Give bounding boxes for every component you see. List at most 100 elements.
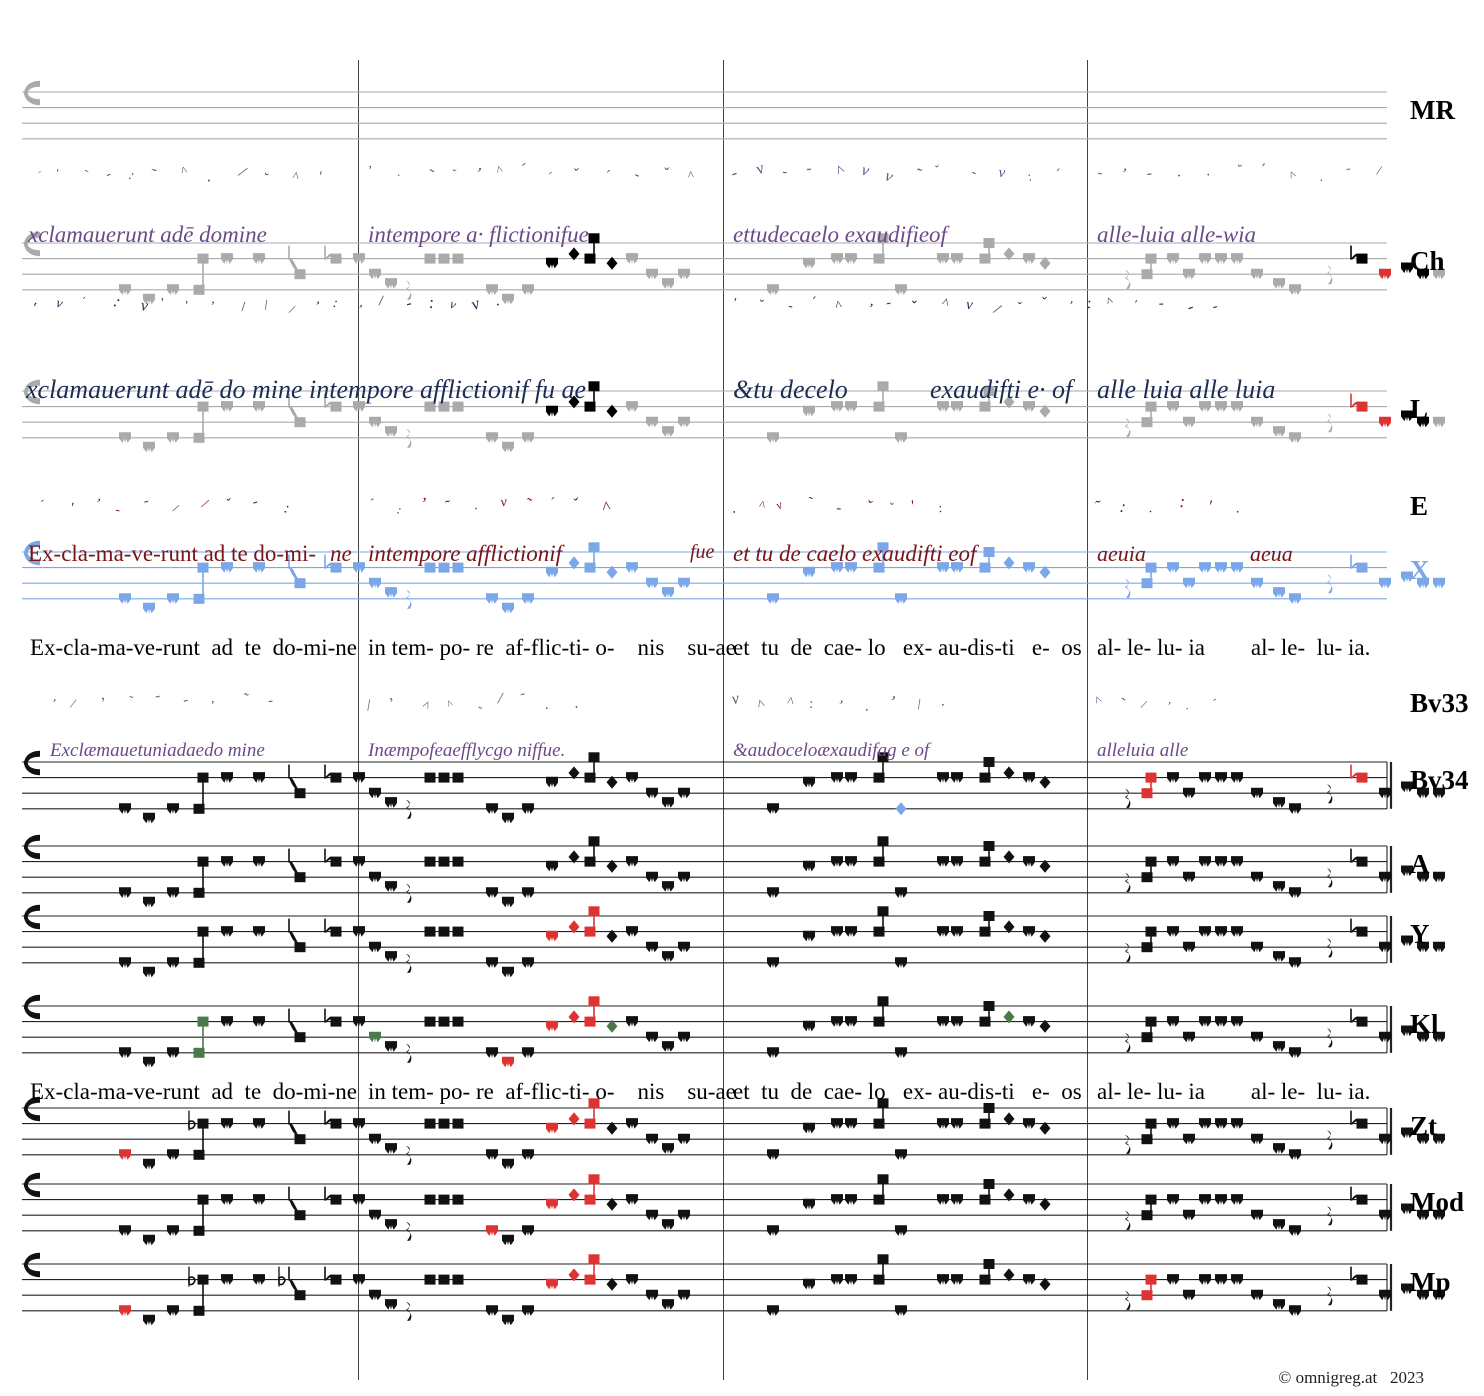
svg-text:’: ’ [210, 298, 215, 313]
svg-text:v: v [753, 159, 767, 178]
svg-text:.: . [1148, 501, 1155, 516]
svg-text:.: . [865, 698, 870, 714]
svg-text::: : [396, 502, 403, 517]
svg-text:-: - [1146, 165, 1153, 183]
svg-text:˜: ˜ [1345, 165, 1354, 181]
svg-text:´: ´ [1054, 167, 1062, 184]
svg-text:v: v [54, 296, 65, 312]
svg-text::: : [332, 296, 339, 312]
svg-text:-: - [632, 167, 642, 184]
svg-text:’: ’ [99, 695, 109, 712]
svg-text:-: - [788, 298, 794, 313]
svg-text::: : [1024, 169, 1034, 184]
svg-text:^: ^ [687, 168, 694, 183]
svg-text:´: ´ [1259, 160, 1269, 180]
svg-text:˜: ˜ [142, 498, 153, 514]
svg-text:˜: ˜ [806, 495, 814, 511]
svg-text:˜: ˜ [885, 300, 896, 316]
svg-text:ˇ: ˇ [451, 166, 457, 181]
svg-text:ˇ: ˇ [225, 496, 235, 513]
svg-text:˜: ˜ [150, 167, 157, 184]
svg-text:’: ’ [865, 301, 874, 318]
svg-text:/: / [239, 298, 247, 314]
svg-text:.: . [575, 695, 580, 712]
svg-text:˜: ˜ [1116, 696, 1127, 712]
svg-text:^: ^ [1092, 692, 1104, 709]
svg-text:v: v [883, 168, 896, 187]
svg-text:/: / [199, 496, 210, 512]
svg-text:.: . [472, 497, 479, 512]
svg-text:´: ´ [604, 168, 611, 185]
svg-text:-: - [836, 500, 842, 516]
svg-text:-: - [1185, 297, 1196, 317]
svg-text:´: ´ [39, 497, 45, 512]
svg-text:’: ’ [367, 162, 373, 177]
svg-text:’: ’ [834, 697, 844, 714]
svg-text:ˇ: ˇ [862, 496, 875, 516]
svg-text:´: ´ [368, 497, 375, 512]
svg-text:.: . [395, 165, 401, 179]
svg-text:-: - [728, 163, 740, 183]
svg-text:’: ’ [159, 295, 166, 310]
svg-text:˜: ˜ [240, 690, 250, 708]
svg-text:´: ´ [549, 495, 558, 512]
svg-text:′: ′ [184, 297, 191, 312]
svg-text::: : [1086, 295, 1093, 312]
svg-text:/: / [991, 301, 1004, 318]
svg-text:/: / [1375, 162, 1383, 178]
svg-text:ˇ: ˇ [933, 162, 942, 178]
svg-text:’: ’ [387, 696, 397, 713]
svg-text:´: ´ [81, 294, 88, 309]
svg-text:^: ^ [834, 299, 843, 315]
svg-text::: : [111, 292, 124, 312]
svg-text:ˇ: ˇ [757, 298, 765, 314]
svg-text:/: / [363, 697, 375, 714]
svg-text:-: - [104, 167, 114, 183]
svg-text:-: - [476, 699, 486, 715]
svg-text:-: - [181, 692, 190, 709]
svg-text:ˇ: ˇ [258, 170, 270, 187]
svg-text:˜: ˜ [154, 694, 164, 710]
svg-text:^: ^ [179, 163, 189, 179]
svg-text:’: ’ [310, 299, 321, 315]
svg-text:’: ’ [471, 163, 484, 183]
svg-text:˜: ˜ [443, 497, 456, 515]
svg-text:´: ´ [1210, 696, 1217, 711]
svg-text:′: ′ [1208, 497, 1212, 516]
svg-text:v: v [998, 165, 1006, 181]
svg-text:-: - [1096, 166, 1104, 182]
svg-text:^: ^ [1286, 167, 1299, 184]
svg-text:/: / [261, 297, 272, 313]
svg-text:.: . [1233, 501, 1241, 516]
svg-text:´: ´ [34, 168, 42, 183]
svg-text::: : [1119, 497, 1128, 517]
svg-text:′: ′ [55, 166, 60, 181]
svg-text:’: ’ [92, 496, 102, 512]
svg-text:v: v [965, 297, 973, 314]
svg-text:/: / [497, 690, 504, 707]
svg-text:’: ’ [419, 494, 427, 513]
svg-text:ˇ: ˇ [910, 297, 918, 316]
svg-text:.: . [496, 292, 502, 309]
svg-text:v: v [730, 690, 742, 708]
svg-text:/: / [236, 163, 250, 181]
svg-text:’: ’ [1117, 165, 1128, 183]
svg-text:^: ^ [1104, 293, 1116, 310]
svg-text:.: . [206, 166, 212, 185]
svg-text::: : [126, 168, 136, 184]
svg-text:’: ’ [49, 695, 57, 711]
svg-text:-: - [251, 494, 260, 511]
svg-text:.: . [1320, 170, 1324, 185]
svg-text:.: . [1185, 698, 1190, 712]
svg-text:-: - [1158, 296, 1164, 312]
svg-text:v: v [860, 162, 872, 180]
svg-text:.: . [545, 697, 549, 713]
svg-text:´: ´ [520, 160, 526, 179]
svg-text:′: ′ [318, 169, 322, 185]
svg-text::: : [283, 500, 291, 517]
svg-text:′: ′ [733, 296, 737, 311]
svg-text:′: ′ [70, 501, 74, 517]
svg-text:-: - [781, 164, 789, 181]
svg-text:.: . [940, 693, 946, 709]
svg-text:˜: ˜ [82, 167, 90, 182]
